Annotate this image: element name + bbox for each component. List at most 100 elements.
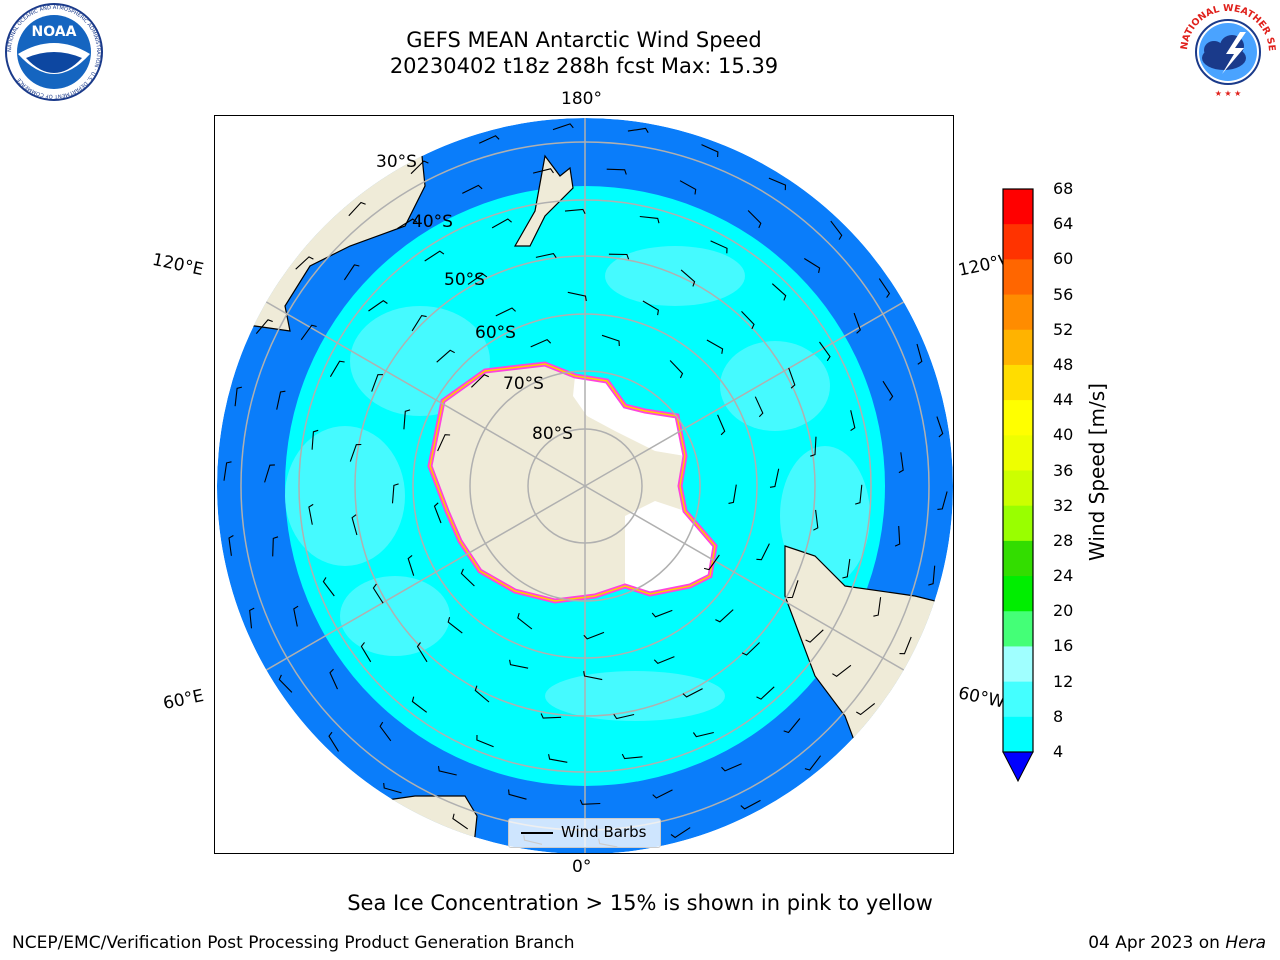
wind-barb	[715, 609, 734, 623]
wind-barb	[788, 367, 796, 389]
wind-barb	[754, 396, 764, 418]
colorbar-cell	[1003, 400, 1033, 436]
wind-barb	[391, 483, 399, 504]
wind-barb	[478, 135, 500, 144]
wind-barb	[810, 436, 817, 457]
wind-barb	[937, 491, 948, 510]
legend-label: Wind Barbs	[561, 823, 647, 841]
wind-barb	[311, 429, 319, 450]
colorbar-cell	[1003, 329, 1033, 366]
chart-title-line1: GEFS MEAN Antarctic Wind Speed	[406, 28, 762, 52]
wind-barb	[410, 160, 429, 175]
wind-barb	[462, 184, 483, 194]
ross-ice-shelf	[573, 376, 685, 456]
colorbar-cell	[1003, 364, 1033, 401]
colorbar-cell	[1003, 470, 1033, 507]
wind-barb	[583, 671, 603, 681]
lat-label-30s: 30°S	[376, 152, 417, 172]
wind-barb	[608, 253, 630, 260]
weddell-ice-shelf	[625, 501, 715, 594]
lat-label-40s: 40°S	[412, 212, 453, 232]
lon-label-0: 0°	[572, 857, 592, 877]
colorbar-cell	[1003, 259, 1033, 296]
wind-barb	[349, 443, 362, 462]
lightning-icon	[1222, 32, 1246, 74]
wind-barb	[447, 617, 463, 634]
wind-barb	[437, 765, 457, 776]
footer-date-text: 04 Apr 2023 on	[1088, 933, 1226, 953]
colorbar-tick-label: 56	[1053, 284, 1074, 304]
colorbar	[1002, 188, 1034, 783]
wind-barb	[567, 291, 587, 302]
colorbar-tick-label: 40	[1053, 425, 1074, 445]
wind-barb	[741, 311, 755, 330]
colorbar-cell	[1003, 611, 1033, 647]
wind-barb	[452, 813, 469, 830]
wind-barb	[639, 215, 660, 224]
footer-date: 04 Apr 2023 on Hera	[1088, 933, 1266, 953]
meridian-line	[584, 275, 950, 487]
wind-barb	[882, 380, 894, 401]
wind-barb	[517, 612, 533, 630]
colorbar-extend-arrow	[1002, 751, 1034, 783]
wind-barb	[651, 609, 673, 618]
map-panel	[214, 115, 954, 854]
wind-barb	[813, 509, 819, 531]
svg-text:NOAA: NOAA	[32, 24, 77, 40]
wind-barb	[343, 264, 360, 281]
polar-map	[215, 116, 953, 853]
map-legend: Wind Barbs	[508, 818, 661, 848]
colorbar-cell	[1003, 576, 1033, 612]
wind-barb	[621, 753, 643, 760]
wind-barb	[768, 177, 787, 191]
wind-barb	[579, 799, 601, 805]
wind-barb	[706, 339, 724, 354]
wind-barb	[804, 258, 821, 274]
wind-barb	[411, 696, 428, 713]
colorbar-tick-label: 68	[1053, 179, 1074, 198]
wind-barb	[437, 434, 451, 452]
wind-barbs	[223, 123, 948, 848]
wind-barb	[403, 409, 411, 430]
wind-barb	[234, 386, 243, 407]
lon-label-120e: 120°E	[150, 249, 206, 281]
wind-barb	[916, 343, 923, 365]
wind-barb	[717, 414, 726, 436]
wind-barb	[653, 656, 675, 665]
colorbar-cell	[1003, 716, 1033, 753]
wind-barb	[255, 319, 273, 334]
wind-barb	[509, 659, 529, 669]
wind-barb	[276, 390, 286, 410]
wind-barb	[652, 789, 673, 799]
footer-credit: NCEP/EMC/Verification Post Processing Pr…	[12, 933, 575, 953]
lat-label-80s: 80°S	[532, 424, 573, 444]
colorbar-tick-label: 36	[1053, 460, 1074, 480]
wind-barb	[295, 256, 314, 270]
meridian-line	[584, 485, 950, 697]
wind-barb	[830, 220, 843, 240]
wind-barb	[613, 713, 635, 720]
wind-barb	[272, 536, 279, 557]
legend-wind-barb-line	[521, 832, 553, 834]
wind-barb	[328, 731, 339, 752]
sea-ice-inner-edge	[429, 363, 716, 602]
wind-barb	[853, 312, 861, 334]
wind-barb	[228, 535, 234, 556]
wind-barb	[383, 782, 402, 794]
wind-barb	[411, 314, 427, 332]
wind-barb	[508, 789, 527, 800]
wind-barb	[627, 127, 649, 133]
colorbar-cell	[1003, 505, 1033, 542]
wind-barb	[397, 218, 418, 229]
wind-barb	[728, 484, 737, 504]
colorbar-tick-label: 16	[1053, 636, 1074, 656]
wind-barb	[329, 668, 339, 690]
lon-label-60w: 60°W	[956, 683, 1007, 713]
wind-barb	[855, 484, 863, 505]
wind-barb	[703, 554, 720, 571]
stronger-wind-patches	[285, 246, 870, 721]
wind-barb	[769, 468, 780, 488]
wind-barb	[756, 543, 770, 561]
wind-barb	[329, 360, 345, 377]
wind-barb	[424, 250, 445, 262]
